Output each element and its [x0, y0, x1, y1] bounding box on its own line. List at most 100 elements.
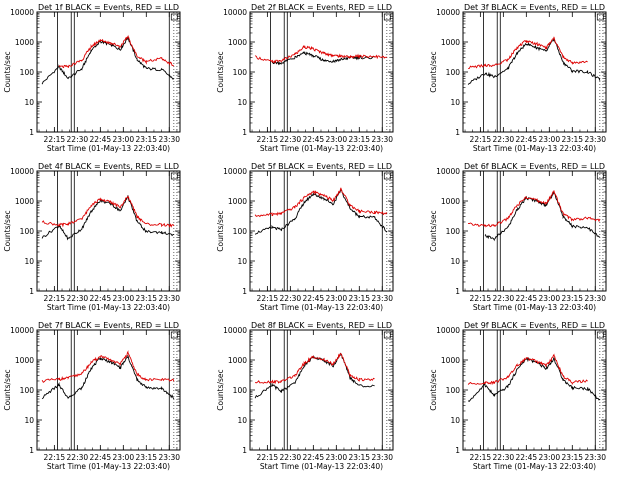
y-tick-label: 100	[446, 386, 461, 395]
y-tick-label: 1000	[441, 197, 460, 206]
y-tick-label: 100	[20, 227, 35, 236]
panel-title: Det 1f BLACK = Events, RED = LLD	[38, 3, 179, 12]
y-tick-label: 10	[24, 98, 34, 107]
series-line-events	[254, 189, 388, 235]
series-line-lld	[254, 187, 388, 218]
y-axis-label: Counts/sec	[429, 369, 438, 410]
series-line-lld	[467, 353, 588, 386]
panel-title: Det 5f BLACK = Events, RED = LLD	[251, 162, 392, 171]
x-tick-label: 22:30	[280, 294, 302, 303]
series-line-events	[467, 38, 601, 85]
series-line-events	[41, 37, 175, 85]
x-tick-label: 22:15	[257, 294, 279, 303]
x-tick-label: 23:00	[112, 453, 134, 462]
x-tick-label: 22:15	[470, 453, 492, 462]
plot-frame	[249, 329, 394, 451]
x-axis-label: Start Time (01-May-13 22:03:40)	[473, 144, 596, 153]
series-line-lld	[41, 195, 175, 228]
y-axis-label: Counts/sec	[429, 210, 438, 251]
x-tick-label: 23:15	[561, 453, 583, 462]
y-tick-label: 1	[455, 446, 460, 455]
x-tick-label: 23:00	[325, 135, 347, 144]
x-tick-label: 22:45	[90, 135, 112, 144]
y-tick-label: 1000	[228, 356, 247, 365]
x-tick-label: 23:00	[325, 294, 347, 303]
x-tick-label: 22:15	[470, 135, 492, 144]
x-tick-label: 23:30	[584, 135, 606, 144]
x-tick-label: 23:15	[561, 294, 583, 303]
y-tick-label: 1	[242, 446, 247, 455]
y-tick-label: 1000	[441, 38, 460, 47]
panel-det-1: Det 1f BLACK = Events, RED = LLD 1 10 100 10…	[3, 3, 181, 153]
x-tick-label: 23:30	[371, 294, 393, 303]
y-axis-label: Counts/sec	[216, 51, 225, 92]
series-line-events	[254, 352, 375, 399]
panel-title: Det 6f BLACK = Events, RED = LLD	[464, 162, 605, 171]
x-tick-label: 23:15	[135, 294, 157, 303]
plot-frame	[249, 11, 394, 133]
x-tick-label: 22:45	[90, 453, 112, 462]
plot-frame	[462, 11, 607, 133]
corner-box-marker	[596, 331, 604, 339]
x-axis-label: Start Time (01-May-13 22:03:40)	[473, 462, 596, 471]
y-tick-label: 10	[237, 416, 247, 425]
x-tick-label: 23:00	[538, 294, 560, 303]
y-axis-label: Counts/sec	[216, 369, 225, 410]
y-tick-label: 10	[237, 98, 247, 107]
panel-title: Det 3f BLACK = Events, RED = LLD	[464, 3, 605, 12]
y-tick-label: 100	[233, 227, 248, 236]
panel-det-2: Det 2f BLACK = Events, RED = LLD 1 10 100 10…	[216, 3, 394, 153]
plot-frame	[36, 329, 181, 451]
panel-title: Det 2f BLACK = Events, RED = LLD	[251, 3, 392, 12]
y-tick-label: 100	[20, 386, 35, 395]
panel-title: Det 9f BLACK = Events, RED = LLD	[464, 321, 605, 330]
x-tick-label: 22:45	[516, 135, 538, 144]
panel-det-8: Det 8f BLACK = Events, RED = LLD 1 10 100 10…	[216, 321, 394, 471]
panel-title: Det 8f BLACK = Events, RED = LLD	[251, 321, 392, 330]
corner-box-marker	[596, 13, 604, 21]
x-tick-label: 23:00	[325, 453, 347, 462]
x-tick-label: 23:15	[561, 135, 583, 144]
y-tick-label: 1000	[441, 356, 460, 365]
x-tick-label: 22:45	[303, 135, 325, 144]
y-tick-label: 1	[455, 128, 460, 137]
x-tick-label: 22:15	[470, 294, 492, 303]
series-line-events	[467, 357, 601, 402]
series-line-lld	[58, 34, 175, 69]
x-tick-label: 22:45	[516, 294, 538, 303]
y-tick-label: 1000	[15, 356, 34, 365]
plot-frame	[462, 170, 607, 292]
panel-det-5: Det 5f BLACK = Events, RED = LLD 1 10 100 10…	[216, 162, 394, 312]
x-axis-label: Start Time (01-May-13 22:03:40)	[260, 144, 383, 153]
panel-det-4: Det 4f BLACK = Events, RED = LLD 1 10 100 10…	[3, 162, 181, 312]
panel-det-3: Det 3f BLACK = Events, RED = LLD 1 10 100 10…	[429, 3, 607, 153]
y-tick-label: 10000	[223, 167, 247, 176]
x-tick-label: 23:30	[584, 453, 606, 462]
y-tick-label: 100	[233, 68, 248, 77]
x-tick-label: 23:15	[135, 453, 157, 462]
x-tick-label: 22:30	[280, 453, 302, 462]
panel-title: Det 7f BLACK = Events, RED = LLD	[38, 321, 179, 330]
x-tick-label: 23:30	[158, 453, 180, 462]
y-tick-label: 10000	[436, 8, 460, 17]
series-line-lld	[254, 352, 375, 385]
plot-frame	[249, 170, 394, 292]
x-tick-label: 23:15	[348, 135, 370, 144]
y-axis-label: Counts/sec	[216, 210, 225, 251]
y-axis-label: Counts/sec	[3, 51, 12, 92]
y-tick-label: 10000	[10, 326, 34, 335]
x-tick-label: 22:30	[67, 294, 89, 303]
y-tick-label: 100	[233, 386, 248, 395]
x-tick-label: 22:15	[44, 135, 66, 144]
y-tick-label: 10	[450, 98, 460, 107]
y-tick-label: 1	[29, 287, 34, 296]
y-tick-label: 1	[242, 128, 247, 137]
x-axis-label: Start Time (01-May-13 22:03:40)	[47, 303, 170, 312]
x-tick-label: 23:00	[112, 294, 134, 303]
y-tick-label: 10	[24, 257, 34, 266]
y-tick-label: 100	[446, 68, 461, 77]
x-tick-label: 22:30	[493, 294, 515, 303]
x-tick-label: 22:30	[67, 135, 89, 144]
